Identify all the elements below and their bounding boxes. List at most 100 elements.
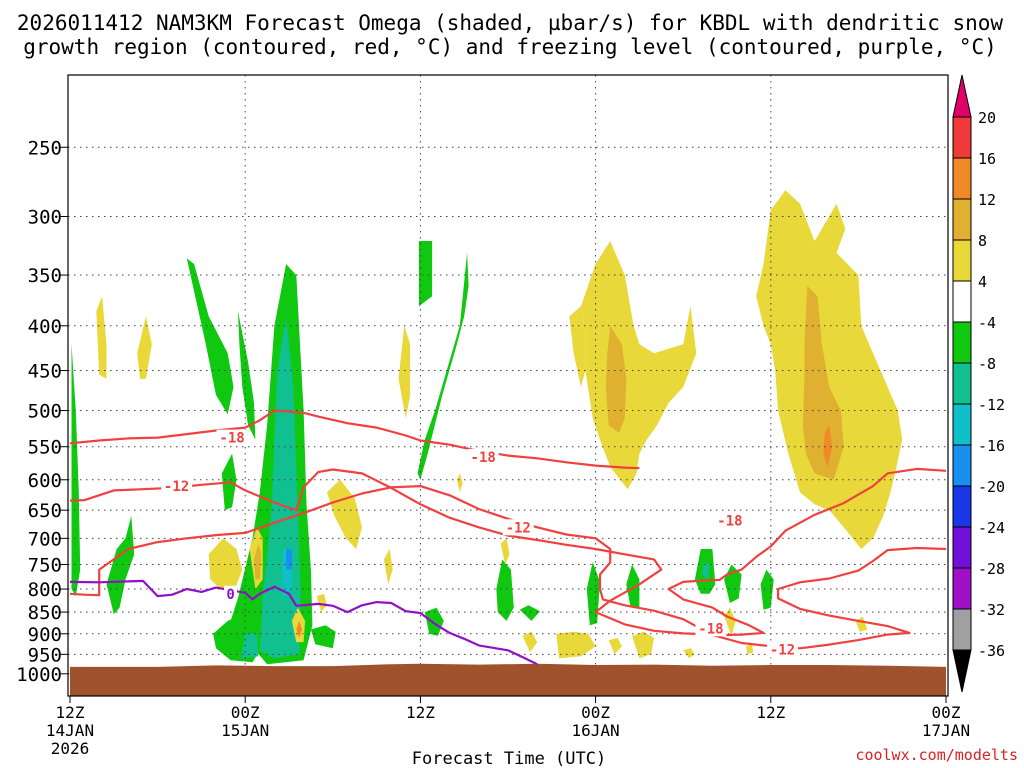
y-tick-label: 1000 — [16, 664, 62, 686]
colorbar-swatch — [952, 526, 972, 569]
contour-label: 0 — [226, 587, 234, 603]
colorbar-label: -24 — [978, 519, 1005, 537]
y-tick-label: 750 — [28, 555, 62, 577]
contour-label-bg — [161, 478, 193, 495]
omega-region — [581, 241, 697, 490]
colorbar-swatch — [952, 362, 972, 405]
omega-region — [96, 296, 107, 379]
omega-region — [72, 527, 79, 585]
omega-region — [605, 325, 627, 433]
contour-label-bg — [502, 519, 534, 536]
y-tick-label: 900 — [28, 624, 62, 646]
colorbar-top-arrow — [952, 74, 972, 118]
omega-region — [296, 620, 303, 638]
y-tick-label: 250 — [28, 137, 62, 159]
colorbar-label: 16 — [978, 150, 996, 168]
isotherm-line — [69, 485, 947, 650]
omega-region — [496, 559, 514, 621]
omega-region — [310, 625, 336, 649]
colorbar-label: -8 — [978, 355, 996, 373]
colorbar-swatch — [952, 321, 972, 364]
omega-region — [756, 190, 903, 550]
x-tick-label: 00Z — [231, 703, 260, 722]
colorbar-label: -28 — [978, 560, 1005, 578]
omega-region — [418, 241, 433, 307]
x-tick-label: 16JAN — [572, 721, 620, 740]
omega-region — [855, 616, 868, 632]
y-tick-label: 600 — [28, 470, 62, 492]
contour-label-bg — [467, 448, 499, 465]
contour-label: -18 — [717, 514, 742, 530]
colorbar-label: -16 — [978, 437, 1005, 455]
omega-region — [424, 607, 444, 636]
contour-label-bg — [216, 429, 248, 446]
omega-region — [286, 549, 292, 570]
y-tick-label: 350 — [28, 265, 62, 287]
omega-region — [456, 473, 463, 493]
colorbar-swatch — [952, 198, 972, 241]
omega-region — [724, 607, 736, 636]
omega-region — [626, 564, 640, 608]
contour-label: -12 — [506, 520, 531, 536]
chart-title-line1: 2026011412 NAM3KM Forecast Omega (shaded… — [17, 11, 1004, 35]
omega-region — [106, 516, 135, 615]
x-tick-label: 12Z — [756, 703, 785, 722]
colorbar-label: 20 — [978, 109, 996, 127]
y-tick-label: 450 — [28, 361, 62, 383]
y-tick-label: 800 — [28, 579, 62, 601]
colorbar-label: -12 — [978, 396, 1005, 414]
omega-region — [254, 543, 262, 580]
omega-region — [500, 538, 510, 565]
ground-surface — [70, 663, 946, 696]
omega-region — [556, 631, 596, 659]
x-tick-label: 00Z — [581, 703, 610, 722]
colorbar-swatch — [952, 485, 972, 528]
colorbar-label: -36 — [978, 642, 1005, 660]
omega-region — [208, 538, 243, 589]
y-tick-label: 300 — [28, 207, 62, 229]
x-tick-label: 15JAN — [221, 721, 269, 740]
omega-region — [398, 325, 411, 419]
isotherm-line — [69, 579, 538, 666]
contours — [69, 409, 947, 666]
y-tick-label: 500 — [28, 401, 62, 423]
omega-region — [569, 306, 586, 387]
colorbar-label: 8 — [978, 232, 987, 250]
omega-region — [71, 344, 81, 597]
terrain — [70, 663, 946, 696]
contour-label-bg — [224, 585, 238, 602]
credit-text: coolwx.com/modelts — [855, 746, 1018, 764]
contour-label: -12 — [770, 642, 795, 658]
colorbar-label: -32 — [978, 601, 1005, 619]
contour-label-bg — [766, 641, 798, 658]
colorbar-swatch — [952, 157, 972, 200]
chart-title-line2: growth region (contoured, red, °C) and f… — [23, 35, 997, 59]
colorbar-swatch — [952, 239, 972, 282]
contour-label: -18 — [698, 621, 723, 637]
contour-label-bg — [714, 512, 746, 529]
colorbar-swatch — [952, 116, 972, 159]
colorbar-swatch — [952, 280, 972, 323]
omega-region — [608, 638, 622, 655]
contour-label: -18 — [219, 431, 244, 447]
x-tick-label: 14JAN — [46, 721, 94, 740]
colorbar-swatch — [952, 567, 972, 610]
colorbar-label: 12 — [978, 191, 996, 209]
x-tick-label: 12Z — [56, 703, 85, 722]
omega-region — [760, 569, 774, 610]
y-tick-label: 650 — [28, 500, 62, 522]
colorbar: 20 16 12 8 4 -4 -8 -12 -16 -20 -24 -28 -32 -36 — [952, 74, 1005, 693]
colorbar-swatch — [952, 403, 972, 446]
omega-region — [746, 644, 754, 655]
contour-label: -18 — [471, 450, 496, 466]
omega-region — [632, 631, 654, 659]
omega-region — [137, 316, 152, 379]
y-tick-label: 700 — [28, 528, 62, 550]
contour-labels: -18 -12 -18 -12 -18 -18 -12 0 — [161, 429, 798, 658]
colorbar-swatch — [952, 608, 972, 651]
y-tick-label: 950 — [28, 644, 62, 666]
x-tick-label: 17JAN — [922, 721, 970, 740]
omega-region — [823, 425, 833, 467]
omega-region — [802, 285, 844, 480]
omega-region — [586, 562, 600, 626]
